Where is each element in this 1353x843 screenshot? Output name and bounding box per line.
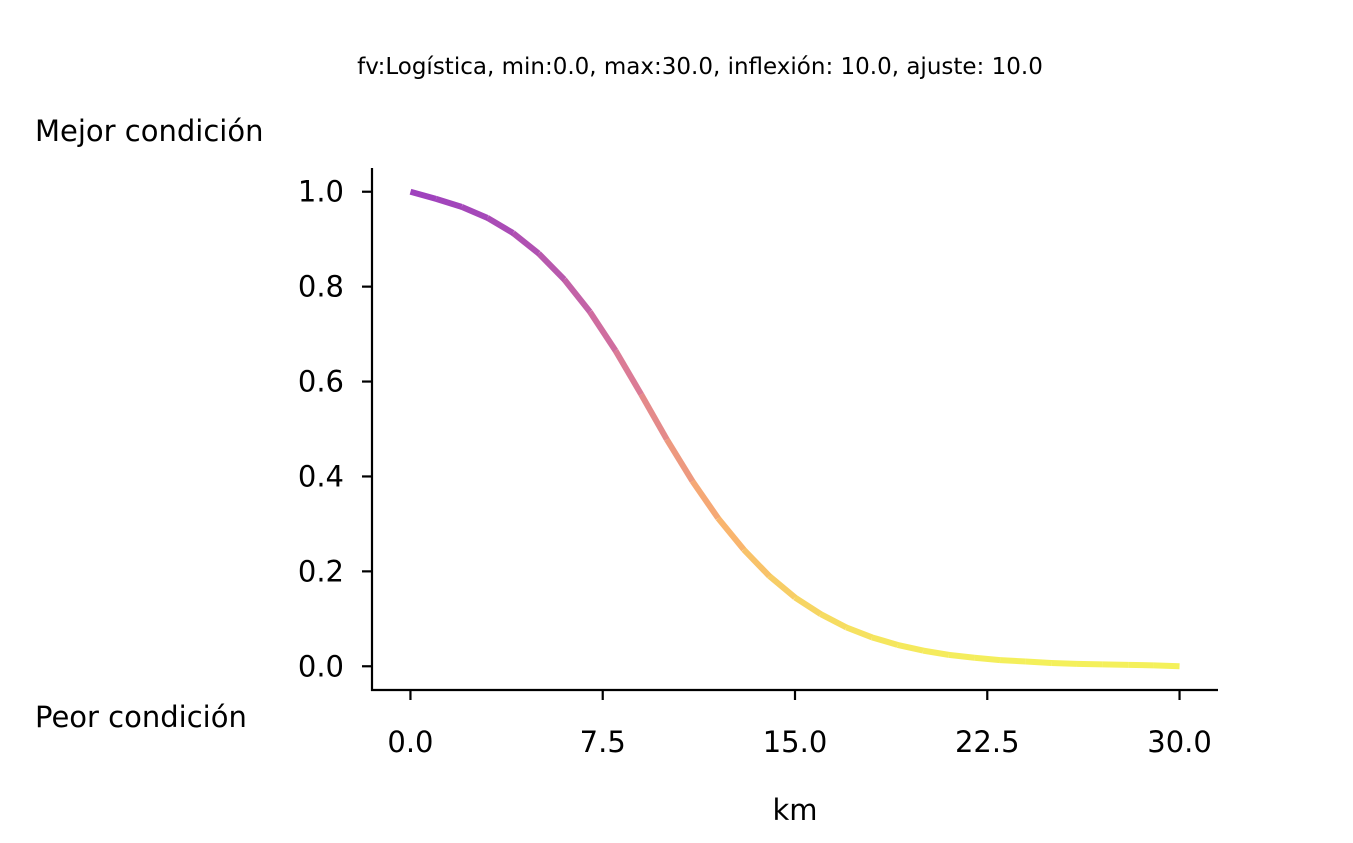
- x-tick-label: 15.0: [763, 725, 828, 759]
- curve-segment: [561, 277, 593, 314]
- line-layer: [409, 188, 1180, 670]
- curve-segment: [999, 657, 1026, 665]
- top-label: Mejor condición: [35, 114, 263, 148]
- curve-segment: [485, 215, 515, 236]
- curve-segment: [511, 230, 541, 256]
- curve-segment: [974, 654, 1001, 664]
- curve-segment: [689, 479, 721, 520]
- curve-segment: [922, 647, 950, 658]
- curve-segment: [1025, 658, 1052, 666]
- curve-segment: [767, 573, 797, 600]
- x-axis-label: km: [772, 793, 817, 827]
- curve-segment: [896, 641, 924, 654]
- curve-segment: [409, 188, 437, 202]
- ticks-layer: 0.0 7.5 15.0 22.5 30.0 0.0 0.2 0.4 0.6 0.8 1.0: [298, 175, 1212, 759]
- y-tick-label: 0.4: [298, 459, 344, 493]
- curve-segment: [715, 516, 747, 552]
- curve-segment: [948, 651, 975, 661]
- curve-segment: [587, 310, 619, 353]
- curve-segment: [612, 349, 644, 396]
- x-tick-label: 7.5: [580, 725, 626, 759]
- y-tick-label: 0.6: [298, 365, 344, 399]
- curve-segment: [1153, 662, 1180, 670]
- curve-segment: [793, 594, 823, 617]
- curve-segment: [845, 624, 873, 641]
- x-tick-label: 30.0: [1147, 725, 1212, 759]
- bottom-label: Peor condición: [35, 700, 247, 734]
- x-tick-label: 0.0: [387, 725, 433, 759]
- x-tick-label: 22.5: [955, 725, 1020, 759]
- curve-segment: [664, 437, 696, 483]
- curve-segment: [435, 195, 463, 210]
- curve-segment: [741, 547, 772, 579]
- y-tick-label: 0.8: [298, 270, 344, 304]
- y-tick-label: 0.2: [298, 554, 344, 588]
- y-tick-label: 1.0: [298, 175, 344, 209]
- y-tick-label: 0.0: [298, 649, 344, 683]
- curve-segment: [638, 392, 670, 441]
- curve-segment: [819, 611, 848, 631]
- curve-segment: [536, 251, 567, 282]
- chart-title: fv:Logística, min:0.0, max:30.0, inflexi…: [357, 54, 1043, 80]
- curve-segment: [871, 634, 899, 648]
- curve-segment: [1051, 659, 1078, 667]
- curve-segment: [460, 204, 489, 221]
